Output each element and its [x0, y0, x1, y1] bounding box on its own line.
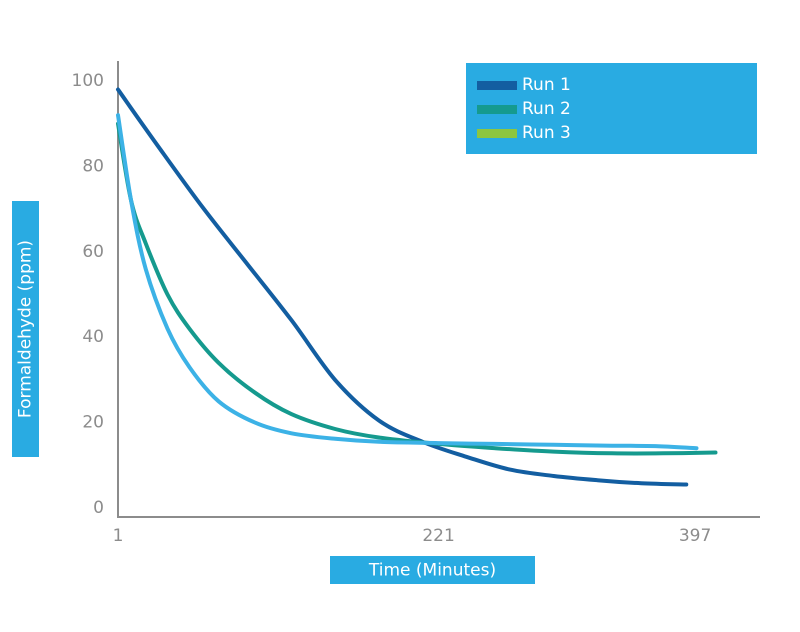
x-axis-title: Time (Minutes) — [330, 556, 535, 584]
series-line-unlabeled — [116, 113, 699, 451]
axes — [117, 61, 760, 518]
legend-swatch — [477, 81, 517, 90]
legend: Run 1 Run 2 Run 3 — [466, 63, 757, 154]
y-axis-title: Formaldehyde (ppm) — [12, 201, 39, 457]
legend-label: Run 3 — [522, 123, 571, 143]
x-tick-labels: 1 221 397 — [113, 526, 712, 546]
y-tick-label: 20 — [82, 413, 104, 433]
legend-swatch — [477, 105, 517, 114]
series-line-run-2 — [116, 121, 718, 456]
x-axis-title-text: Time (Minutes) — [368, 561, 496, 581]
y-tick-label: 40 — [82, 327, 104, 347]
series-line-run-1 — [116, 87, 689, 487]
y-tick-labels: 0 20 40 60 80 100 — [72, 71, 104, 518]
x-tick-label: 1 — [113, 526, 124, 546]
x-tick-label: 221 — [422, 526, 454, 546]
x-tick-label: 397 — [679, 526, 711, 546]
y-axis-title-box — [12, 201, 39, 457]
y-tick-label: 0 — [93, 498, 104, 518]
legend-label: Run 1 — [522, 75, 571, 95]
y-tick-label: 60 — [82, 242, 104, 262]
y-tick-label: 100 — [72, 71, 104, 91]
x-axis-title-box — [330, 556, 535, 584]
series-lines — [116, 87, 718, 487]
y-tick-label: 80 — [82, 156, 104, 176]
legend-swatch — [477, 129, 517, 138]
legend-label: Run 2 — [522, 99, 571, 119]
y-axis-title-text: Formaldehyde (ppm) — [16, 240, 36, 418]
